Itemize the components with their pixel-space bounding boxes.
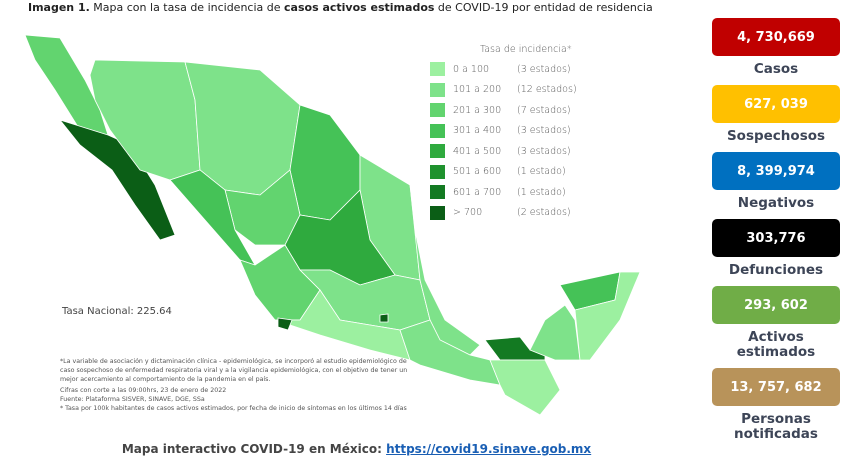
footnote-source: Fuente: Plataforma SISVER, SINAVE, DGE, … bbox=[60, 396, 205, 403]
stat-value: 13, 757, 682 bbox=[712, 368, 840, 406]
stat-label: Personas notificadas bbox=[734, 411, 818, 442]
map-legend: Tasa de incidencia* 0 a 100 (3 estados) 1… bbox=[430, 44, 577, 223]
legend-count: (3 estados) bbox=[517, 125, 571, 137]
stat-defunciones: 303,776 Defunciones bbox=[706, 219, 846, 278]
legend-item: 501 a 600 (1 estado) bbox=[430, 162, 577, 183]
state-veracruz[interactable] bbox=[409, 184, 481, 356]
legend-swatch bbox=[430, 123, 445, 138]
footnote-rate: * Tasa por 100k habitantes de casos acti… bbox=[60, 405, 407, 412]
footnote-methodology: *La variable de asociación y dictaminaci… bbox=[60, 358, 408, 383]
mexico-incidence-map bbox=[24, 34, 641, 416]
legend-range: 201 a 300 bbox=[453, 104, 502, 116]
national-rate: Tasa Nacional: 225.64 bbox=[62, 306, 172, 317]
stat-value: 8, 399,974 bbox=[712, 152, 840, 190]
figure-caption: Imagen 1. Mapa con la tasa de incidencia… bbox=[28, 1, 653, 14]
stat-label: Sospechosos bbox=[726, 128, 826, 144]
legend-swatch bbox=[430, 164, 445, 179]
stat-value: 627, 039 bbox=[712, 85, 840, 123]
footer: Mapa interactivo COVID-19 en México: htt… bbox=[0, 442, 856, 456]
legend-swatch bbox=[430, 144, 445, 159]
legend-range: > 700 bbox=[453, 207, 483, 219]
interactive-map-link[interactable]: https://covid19.sinave.gob.mx bbox=[386, 442, 592, 456]
legend-count: (12 estados) bbox=[517, 84, 577, 96]
legend-swatch bbox=[430, 103, 445, 118]
legend-item: 201 a 300 (7 estados) bbox=[430, 100, 577, 121]
footnote-cutoff: Cifras con corte a las 09:00hrs, 23 de e… bbox=[60, 387, 227, 394]
legend-swatch bbox=[430, 185, 445, 200]
caption-text-end: de COVID-19 por entidad de residencia bbox=[434, 1, 653, 14]
legend-range: 401 a 500 bbox=[453, 145, 502, 157]
legend-count: (3 estados) bbox=[517, 63, 571, 75]
stat-sospechosos: 627, 039 Sospechosos bbox=[706, 85, 846, 144]
footnotes: *La variable de asociación y dictaminaci… bbox=[60, 357, 415, 413]
legend-range: 301 a 400 bbox=[453, 125, 502, 137]
legend-title: Tasa de incidencia* bbox=[480, 44, 572, 55]
stat-activos: 293, 602 Activos estimados bbox=[706, 286, 846, 360]
state-campeche[interactable] bbox=[529, 304, 581, 361]
footer-text: Mapa interactivo COVID-19 en México: bbox=[121, 442, 387, 456]
stat-value: 4, 730,669 bbox=[712, 18, 840, 56]
legend-swatch bbox=[430, 82, 445, 97]
stats-panel: 4, 730,669 Casos 627, 039 Sospechosos 8, 3… bbox=[706, 18, 846, 450]
state-quintana-roo[interactable] bbox=[574, 271, 641, 361]
stat-label: Activos estimados bbox=[736, 329, 816, 360]
stat-value: 293, 602 bbox=[712, 286, 840, 324]
legend-count: (1 estado) bbox=[517, 186, 566, 198]
stat-label: Casos bbox=[753, 61, 799, 77]
state-chiapas[interactable] bbox=[489, 359, 561, 416]
legend-item: 301 a 400 (3 estados) bbox=[430, 121, 577, 142]
legend-range: 0 a 100 bbox=[453, 63, 490, 75]
legend-count: (1 estado) bbox=[517, 166, 566, 178]
legend-count: (3 estados) bbox=[517, 145, 571, 157]
legend-item: 101 a 200 (12 estados) bbox=[430, 80, 577, 101]
legend-item: 601 a 700 (1 estado) bbox=[430, 182, 577, 203]
legend-item: > 700 (2 estados) bbox=[430, 203, 577, 224]
stat-personas: 13, 757, 682 Personas notificadas bbox=[706, 368, 846, 442]
caption-bold: casos activos estimados bbox=[284, 1, 435, 14]
legend-range: 101 a 200 bbox=[453, 84, 502, 96]
legend-swatch bbox=[430, 62, 445, 77]
state-sinaloa[interactable] bbox=[169, 169, 256, 266]
stat-value: 303,776 bbox=[712, 219, 840, 257]
legend-swatch bbox=[430, 205, 445, 220]
legend-range: 601 a 700 bbox=[453, 186, 502, 198]
stat-label: Negativos bbox=[737, 195, 815, 211]
state-cdmx[interactable] bbox=[379, 313, 389, 323]
legend-count: (7 estados) bbox=[517, 104, 571, 116]
legend-item: 0 a 100 (3 estados) bbox=[430, 59, 577, 80]
caption-prefix: Imagen 1. bbox=[28, 1, 90, 14]
stat-casos: 4, 730,669 Casos bbox=[706, 18, 846, 77]
stat-negativos: 8, 399,974 Negativos bbox=[706, 152, 846, 211]
caption-text: Mapa con la tasa de incidencia de bbox=[89, 1, 285, 14]
state-colima[interactable] bbox=[277, 317, 293, 331]
legend-range: 501 a 600 bbox=[453, 166, 502, 178]
stat-label: Defunciones bbox=[728, 262, 824, 278]
legend-count: (2 estados) bbox=[517, 207, 571, 219]
legend-item: 401 a 500 (3 estados) bbox=[430, 141, 577, 162]
